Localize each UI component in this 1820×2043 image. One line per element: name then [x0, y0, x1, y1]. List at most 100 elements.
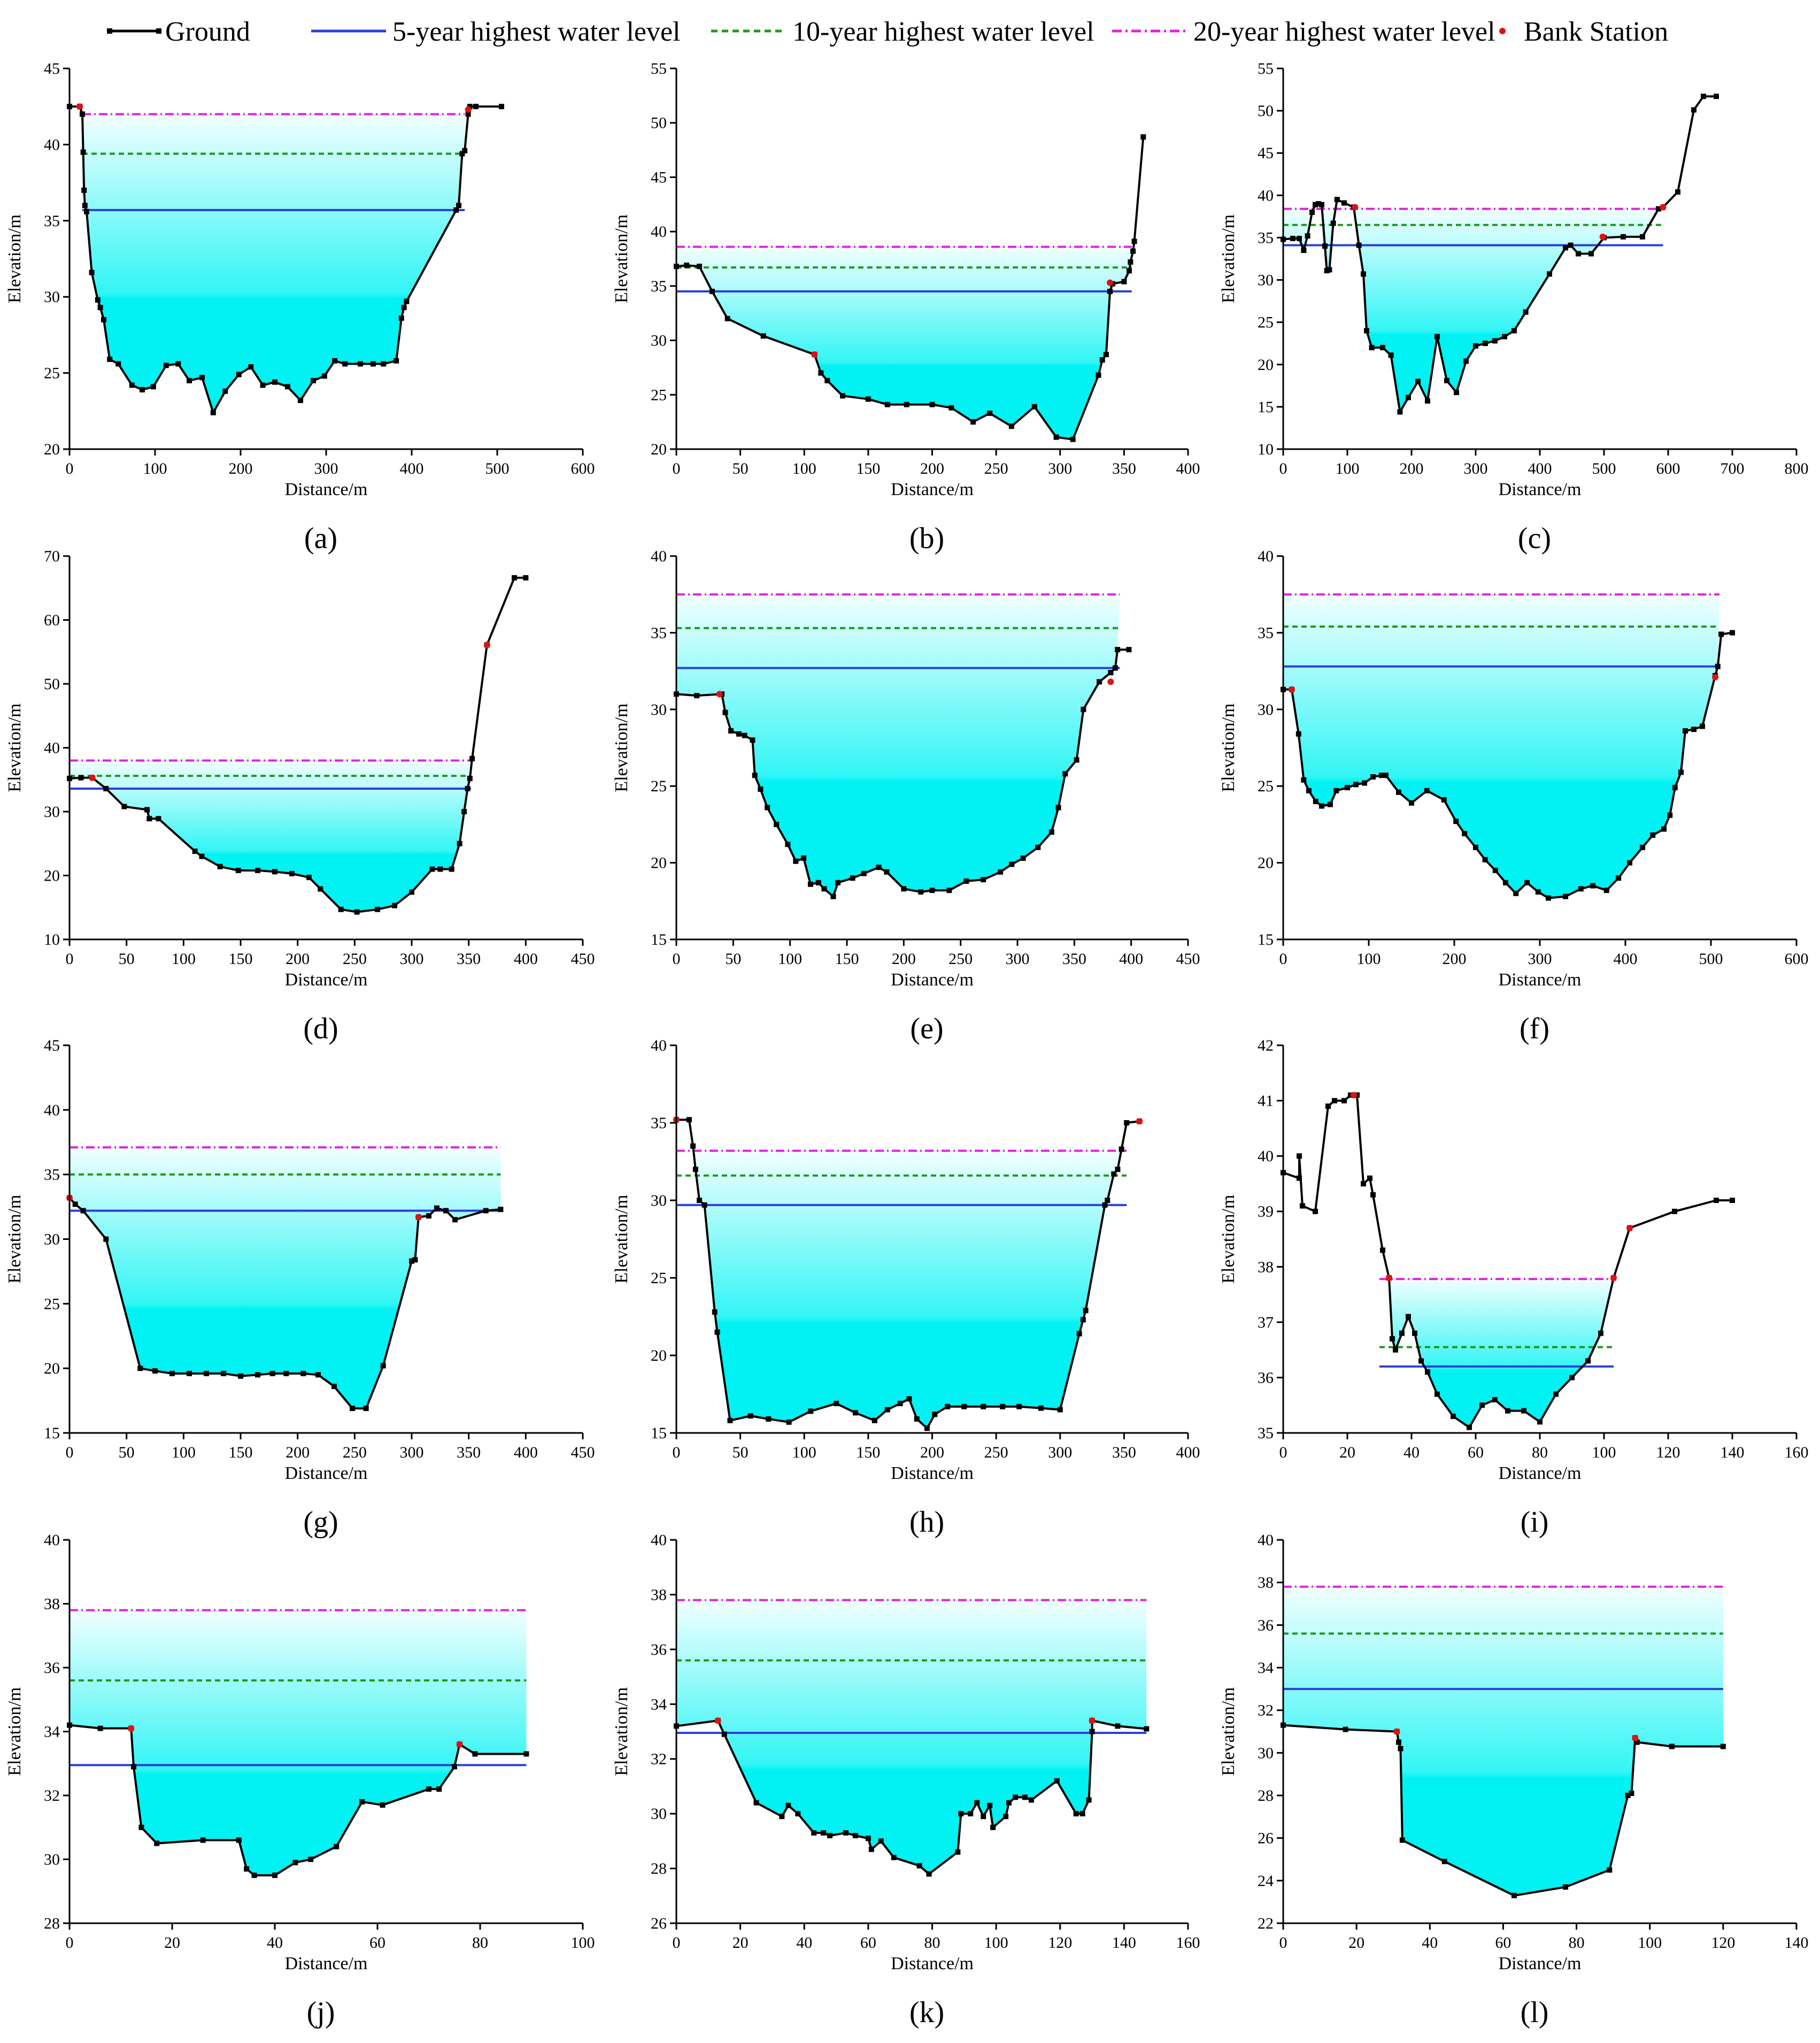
ground-point: [724, 315, 730, 321]
ground-point: [1080, 1317, 1086, 1323]
water-fill: [70, 1147, 501, 1409]
ground-point: [1081, 706, 1086, 712]
ground-point: [1364, 328, 1369, 334]
ground-point: [1640, 844, 1645, 850]
ground-point: [163, 363, 169, 368]
ground-point: [199, 853, 205, 859]
panel-label: (e): [910, 1012, 943, 1045]
x-axis-label: Distance/m: [1499, 970, 1582, 990]
x-tick-label: 60: [860, 1934, 876, 1952]
ground-point: [760, 333, 766, 339]
ground-point: [1013, 1794, 1019, 1800]
y-tick-label: 35: [44, 212, 60, 230]
chart-panel: 0 20 40 60 80 10028303234363840Distance/mElev…: [5, 1531, 595, 2029]
water-fill: [1283, 1586, 1723, 1896]
ground-point: [426, 1213, 431, 1219]
legend-label-wl5: 5-year highest water level: [392, 17, 681, 47]
x-tick-label: 100: [143, 460, 167, 477]
y-tick-label: 36: [1258, 1369, 1274, 1386]
ground-point: [891, 1855, 897, 1861]
ground-point: [260, 382, 266, 388]
ground-point: [697, 1198, 703, 1203]
legend-label-wl10: 10-year highest water level: [792, 17, 1094, 47]
ground-point: [1513, 890, 1519, 896]
ground-point: [998, 869, 1004, 875]
ground-point: [1714, 94, 1719, 99]
ground-point: [785, 842, 791, 847]
ground-point: [131, 1764, 136, 1770]
ground-point: [690, 1143, 696, 1149]
y-tick-label: 32: [44, 1787, 60, 1805]
x-tick-label: 600: [1656, 460, 1680, 477]
y-tick-label: 20: [651, 1347, 667, 1364]
ground-point: [1483, 341, 1488, 346]
y-tick-label: 40: [44, 136, 60, 153]
ground-point: [292, 1860, 298, 1865]
bank-station-point: [89, 774, 96, 781]
ground-point: [199, 375, 205, 381]
ground-point: [876, 865, 882, 870]
x-tick-label: 250: [984, 1444, 1008, 1461]
ground-point: [152, 1368, 158, 1374]
y-tick-label: 15: [651, 1424, 667, 1442]
ground-point: [1362, 780, 1367, 786]
x-tick-label: 0: [673, 950, 681, 968]
chart-panel: 0 100 200 300 400 500 600 700 800 10 15 20 25 30 35 40 4…: [1219, 60, 1809, 555]
y-tick-label: 30: [44, 1851, 60, 1869]
ground-point: [785, 1802, 791, 1808]
x-tick-label: 60: [369, 1934, 385, 1952]
ground-point: [701, 1202, 707, 1208]
x-axis-label: Distance/m: [891, 1954, 974, 1973]
ground-point: [1537, 1419, 1543, 1425]
ground-point: [1398, 1746, 1403, 1752]
y-tick-label: 25: [651, 777, 667, 795]
ground-point: [929, 402, 935, 407]
bank-station-point: [128, 1725, 135, 1732]
ground-point: [830, 893, 836, 899]
x-tick-label: 500: [485, 460, 510, 477]
ground-point: [272, 869, 277, 875]
x-tick-label: 250: [343, 1444, 367, 1461]
ground-point: [84, 209, 89, 214]
ground-point: [904, 402, 909, 407]
y-tick-label: 40: [1258, 1147, 1274, 1165]
ground-point: [835, 880, 840, 885]
x-tick-label: 0: [1279, 1444, 1287, 1461]
ground-point: [1333, 788, 1339, 793]
ground-point: [1369, 345, 1375, 351]
y-tick-label: 26: [651, 1915, 667, 1932]
ground-point: [1313, 202, 1318, 207]
y-tick-label: 30: [651, 701, 667, 719]
ground-point: [459, 151, 465, 157]
ground-point: [929, 888, 935, 893]
ground-point: [1035, 844, 1041, 850]
x-tick-label: 100: [571, 1934, 595, 1952]
ground-point: [1306, 788, 1312, 793]
y-tick-label: 35: [651, 1114, 667, 1132]
ground-point: [465, 111, 471, 117]
ground-point: [1598, 1330, 1603, 1336]
y-tick-label: 25: [1258, 777, 1274, 795]
ground-point: [358, 361, 363, 367]
x-tick-label: 450: [571, 1444, 595, 1461]
ground-point: [821, 886, 827, 892]
x-tick-label: 100: [172, 950, 196, 968]
x-tick-label: 400: [400, 460, 424, 477]
ground-point: [1115, 1167, 1121, 1172]
y-tick-label: 40: [651, 548, 667, 565]
ground-point: [901, 886, 907, 892]
y-tick-label: 30: [651, 1805, 667, 1823]
chart-panel: 0 50 100 150 200 250 300 350 400 450 15 20 25 30 35 40 D…: [612, 548, 1200, 1045]
ground-point: [1667, 812, 1673, 818]
ground-point: [684, 263, 690, 268]
ground-point: [865, 396, 871, 402]
x-tick-label: 200: [286, 950, 310, 968]
ground-point: [269, 1370, 275, 1376]
ground-point: [1467, 1424, 1472, 1430]
x-tick-label: 150: [229, 950, 253, 968]
ground-point: [1126, 268, 1132, 274]
ground-point: [1099, 357, 1105, 363]
ground-point: [906, 1396, 912, 1402]
ground-point: [1730, 630, 1735, 636]
y-tick-label: 40: [651, 1531, 667, 1549]
